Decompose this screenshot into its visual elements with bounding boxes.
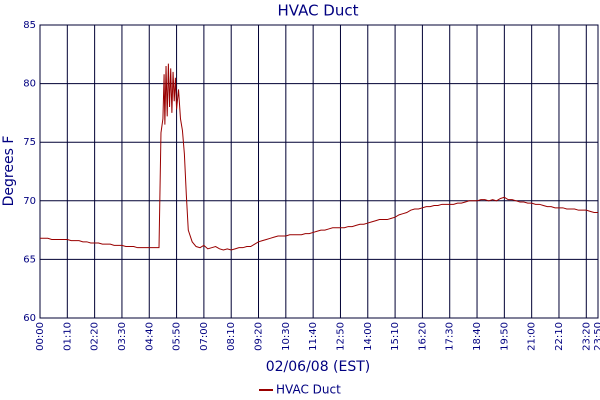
x-tick-label: 03:30 (117, 322, 128, 351)
x-tick-label: 01:10 (62, 322, 73, 351)
x-tick-label: 22:10 (554, 322, 565, 351)
x-tick-label: 08:10 (226, 322, 237, 351)
x-tick-label: 10:30 (281, 322, 292, 351)
y-tick-label: 80 (23, 79, 36, 90)
x-tick-label: 04:40 (144, 322, 155, 351)
chart-title: HVAC Duct (277, 2, 358, 20)
x-tick-label: 02:20 (90, 322, 101, 351)
data-line (40, 63, 598, 251)
x-tick-label: 17:30 (445, 322, 456, 351)
x-tick-label: 23:50 (593, 322, 600, 351)
x-tick-label: 21:00 (527, 322, 538, 351)
x-tick-label: 09:20 (254, 322, 265, 351)
legend-label: HVAC Duct (276, 383, 341, 397)
y-tick-label: 85 (23, 20, 36, 31)
x-tick-label: 00:00 (35, 322, 46, 351)
x-tick-label: 05:50 (172, 322, 183, 351)
y-tick-label: 70 (23, 196, 36, 207)
x-tick-label: 14:00 (363, 322, 374, 351)
y-axis-label: Degrees F (1, 136, 17, 207)
x-tick-label: 15:10 (390, 322, 401, 351)
x-tick-label: 19:50 (499, 322, 510, 351)
x-tick-label: 12:50 (335, 322, 346, 351)
x-tick-label: 07:00 (199, 322, 210, 351)
x-tick-label: 18:40 (472, 322, 483, 351)
x-tick-label: 16:20 (417, 322, 428, 351)
y-tick-label: 65 (23, 254, 36, 265)
y-tick-label: 60 (23, 313, 36, 324)
x-axis-label: 02/06/08 (EST) (266, 359, 371, 375)
y-tick-label: 75 (23, 137, 36, 148)
plot-area (39, 24, 599, 319)
x-tick-label: 11:40 (308, 322, 319, 351)
x-tick-label: 23:20 (581, 322, 592, 351)
